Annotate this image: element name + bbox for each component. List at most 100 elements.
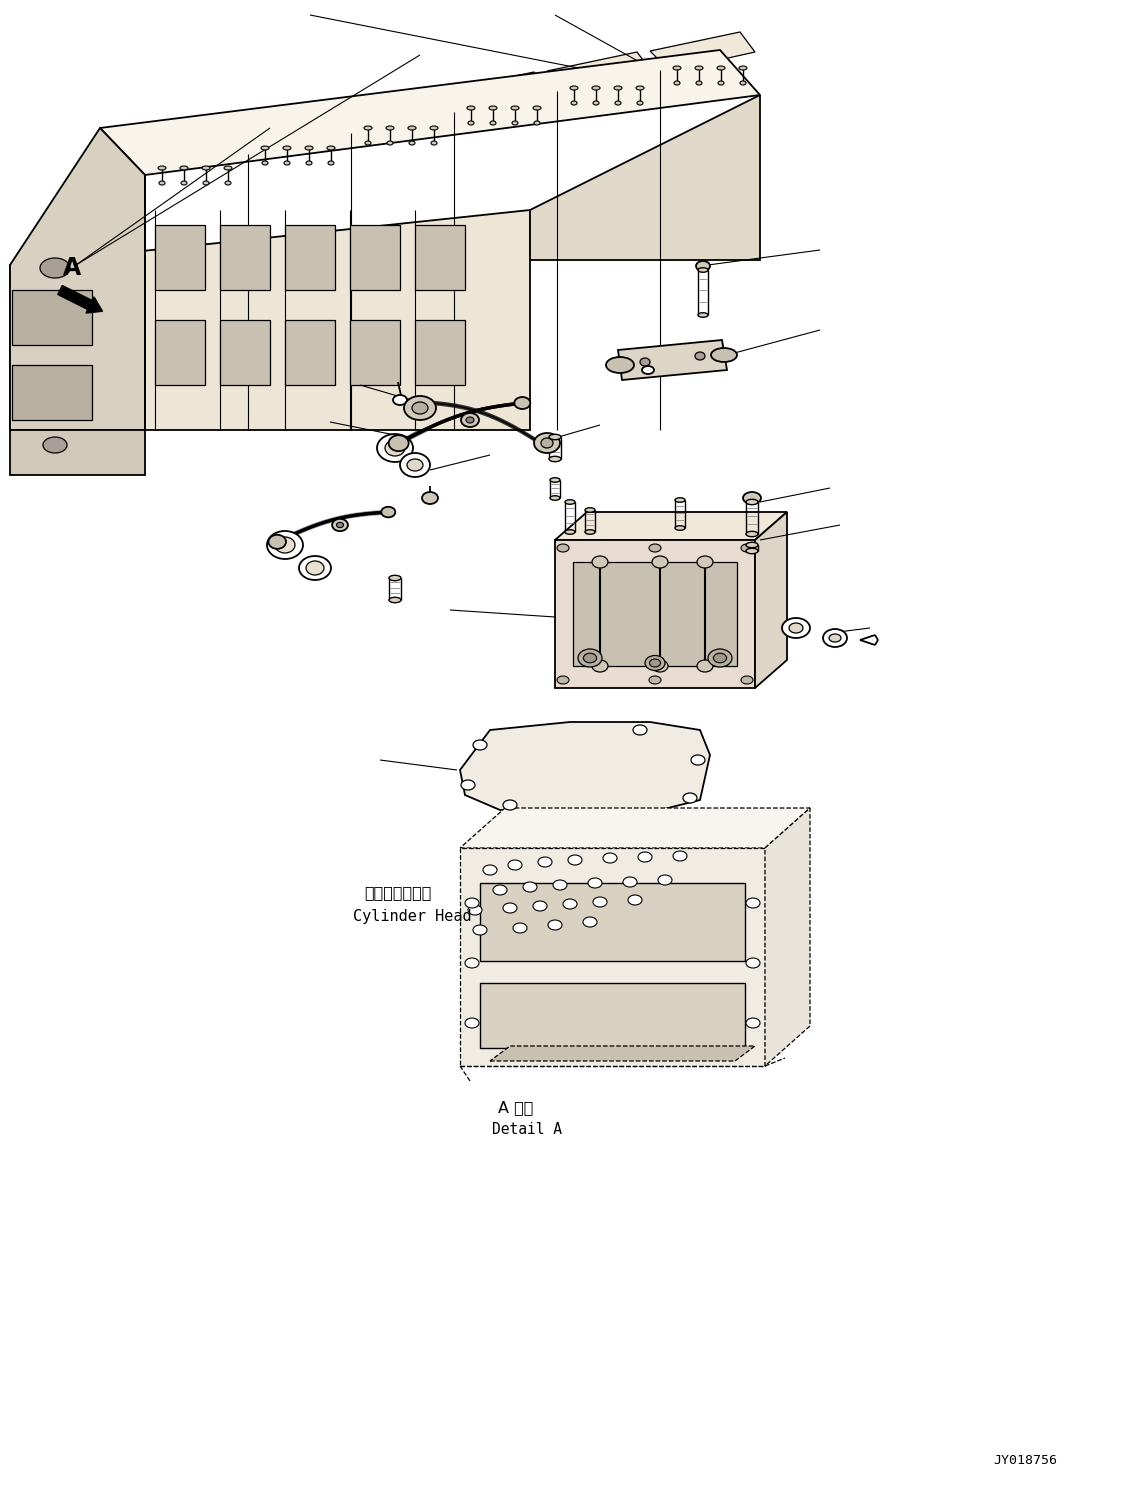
Bar: [220, 321, 270, 385]
Ellipse shape: [614, 86, 622, 89]
Ellipse shape: [628, 895, 642, 905]
Bar: [155, 225, 205, 291]
Ellipse shape: [638, 851, 652, 862]
Ellipse shape: [541, 438, 554, 447]
Ellipse shape: [300, 556, 331, 580]
Polygon shape: [555, 540, 755, 687]
Ellipse shape: [593, 101, 599, 104]
Ellipse shape: [557, 675, 570, 684]
Ellipse shape: [571, 101, 577, 104]
Ellipse shape: [711, 347, 737, 362]
Ellipse shape: [645, 656, 665, 671]
Ellipse shape: [708, 649, 732, 666]
Ellipse shape: [636, 86, 644, 89]
Ellipse shape: [305, 146, 313, 151]
Ellipse shape: [695, 66, 703, 70]
Bar: [573, 562, 737, 666]
Ellipse shape: [465, 1018, 480, 1027]
Ellipse shape: [493, 886, 507, 895]
Ellipse shape: [782, 617, 810, 638]
Ellipse shape: [789, 623, 803, 634]
Ellipse shape: [557, 544, 570, 552]
Ellipse shape: [549, 456, 562, 462]
Ellipse shape: [364, 142, 371, 145]
Ellipse shape: [548, 920, 562, 930]
Ellipse shape: [533, 106, 541, 110]
Ellipse shape: [741, 675, 753, 684]
Ellipse shape: [713, 653, 727, 663]
Ellipse shape: [306, 561, 323, 576]
Ellipse shape: [533, 901, 547, 911]
Ellipse shape: [583, 653, 597, 663]
Bar: [285, 225, 335, 291]
Ellipse shape: [336, 522, 344, 528]
Ellipse shape: [385, 440, 405, 456]
Ellipse shape: [746, 959, 760, 968]
Ellipse shape: [158, 166, 166, 170]
Ellipse shape: [513, 121, 518, 125]
Ellipse shape: [261, 146, 269, 151]
Ellipse shape: [658, 875, 672, 886]
Ellipse shape: [592, 86, 600, 89]
Ellipse shape: [404, 397, 436, 420]
Ellipse shape: [364, 127, 372, 130]
Polygon shape: [341, 92, 446, 131]
Ellipse shape: [603, 853, 617, 863]
Ellipse shape: [468, 121, 474, 125]
Polygon shape: [136, 133, 240, 171]
Ellipse shape: [282, 146, 290, 151]
Ellipse shape: [563, 899, 577, 910]
Ellipse shape: [823, 629, 847, 647]
Ellipse shape: [593, 898, 607, 907]
Polygon shape: [10, 429, 145, 476]
Ellipse shape: [585, 529, 595, 534]
Ellipse shape: [431, 127, 439, 130]
Ellipse shape: [181, 180, 187, 185]
Ellipse shape: [829, 634, 841, 643]
Bar: [480, 983, 745, 1048]
Ellipse shape: [718, 81, 724, 85]
Ellipse shape: [741, 544, 753, 552]
Ellipse shape: [468, 905, 482, 915]
Ellipse shape: [269, 535, 286, 549]
Ellipse shape: [465, 898, 480, 908]
Ellipse shape: [588, 878, 603, 889]
Ellipse shape: [274, 537, 295, 553]
Bar: [220, 225, 270, 291]
Ellipse shape: [473, 740, 487, 750]
Ellipse shape: [377, 434, 413, 462]
Ellipse shape: [423, 492, 439, 504]
Ellipse shape: [328, 161, 334, 166]
Ellipse shape: [483, 865, 497, 875]
Ellipse shape: [606, 356, 634, 373]
Ellipse shape: [180, 166, 188, 170]
Polygon shape: [547, 52, 652, 91]
Ellipse shape: [673, 851, 687, 860]
Ellipse shape: [465, 959, 480, 968]
Ellipse shape: [461, 780, 475, 790]
Text: Cylinder Head: Cylinder Head: [353, 908, 472, 923]
Ellipse shape: [408, 127, 416, 130]
Ellipse shape: [642, 365, 654, 374]
Ellipse shape: [159, 180, 165, 185]
Ellipse shape: [387, 142, 393, 145]
Bar: [13, 291, 92, 344]
Ellipse shape: [534, 432, 560, 453]
Polygon shape: [530, 95, 760, 259]
Polygon shape: [100, 51, 760, 174]
Ellipse shape: [400, 453, 431, 477]
Ellipse shape: [746, 543, 757, 547]
Polygon shape: [765, 808, 810, 1066]
Ellipse shape: [508, 860, 522, 871]
Ellipse shape: [652, 556, 667, 568]
Ellipse shape: [538, 857, 552, 866]
Polygon shape: [755, 511, 787, 687]
Ellipse shape: [284, 161, 290, 166]
Ellipse shape: [739, 66, 747, 70]
Text: JY018756: JY018756: [993, 1455, 1057, 1467]
Ellipse shape: [515, 397, 531, 409]
Ellipse shape: [549, 434, 562, 440]
Ellipse shape: [568, 854, 582, 865]
Ellipse shape: [746, 531, 757, 537]
Polygon shape: [555, 511, 787, 540]
